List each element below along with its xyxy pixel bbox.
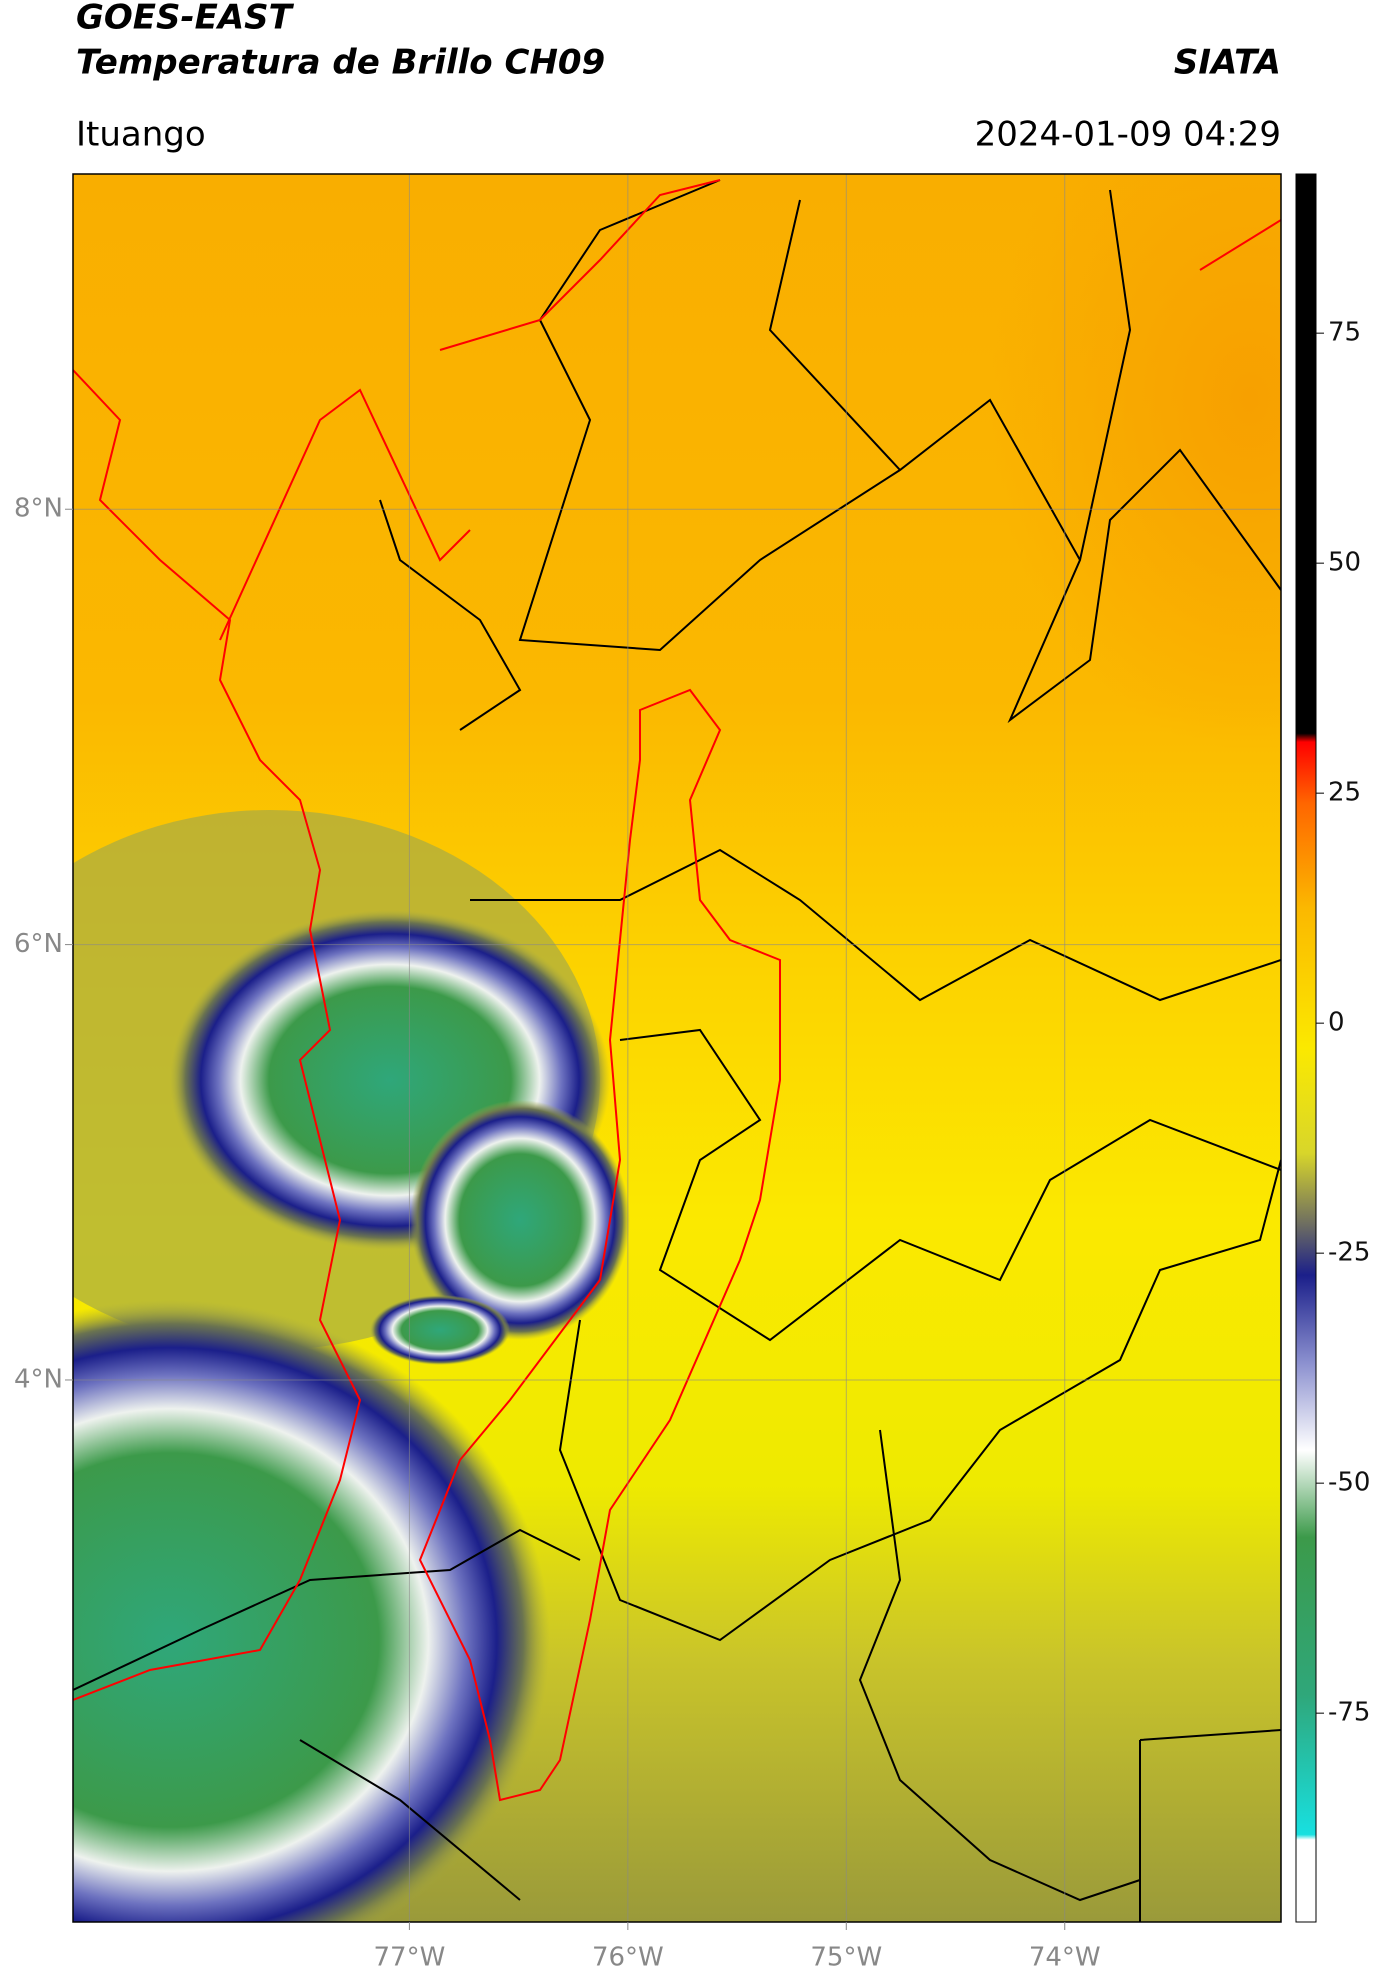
- colorbar-tick-label: -25: [1328, 1238, 1370, 1268]
- title-line1: GOES-EAST: [76, 0, 295, 38]
- lat-tick-label: 8°N: [14, 494, 63, 524]
- location: Ituango: [76, 115, 206, 155]
- map-frame: [72, 173, 1282, 1923]
- colorbar-tick-label: 75: [1328, 318, 1361, 348]
- lat-tick-label: 4°N: [14, 1364, 63, 1394]
- lon-tick-label: 77°W: [374, 1943, 446, 1973]
- title-line2: Temperatura de Brillo CH09: [76, 43, 605, 83]
- colorbar: [1295, 173, 1317, 1923]
- map-image: [73, 174, 1281, 1922]
- lon-tick-label: 74°W: [1029, 1943, 1101, 1973]
- colorbar-tick-label: -50: [1328, 1468, 1370, 1498]
- colorbar-tick-label: 50: [1328, 548, 1361, 578]
- colorbar-tick-label: 0: [1328, 1008, 1345, 1038]
- lon-tick-label: 76°W: [592, 1943, 664, 1973]
- brand: SIATA: [1174, 43, 1281, 83]
- lat-tick-label: 6°N: [14, 929, 63, 959]
- datetime: 2024-01-09 04:29: [975, 115, 1281, 155]
- colorbar-tick-label: -75: [1328, 1698, 1370, 1728]
- lon-tick-label: 75°W: [810, 1943, 882, 1973]
- gridlines: [73, 174, 1281, 1922]
- colorbar-tick-label: 25: [1328, 778, 1361, 808]
